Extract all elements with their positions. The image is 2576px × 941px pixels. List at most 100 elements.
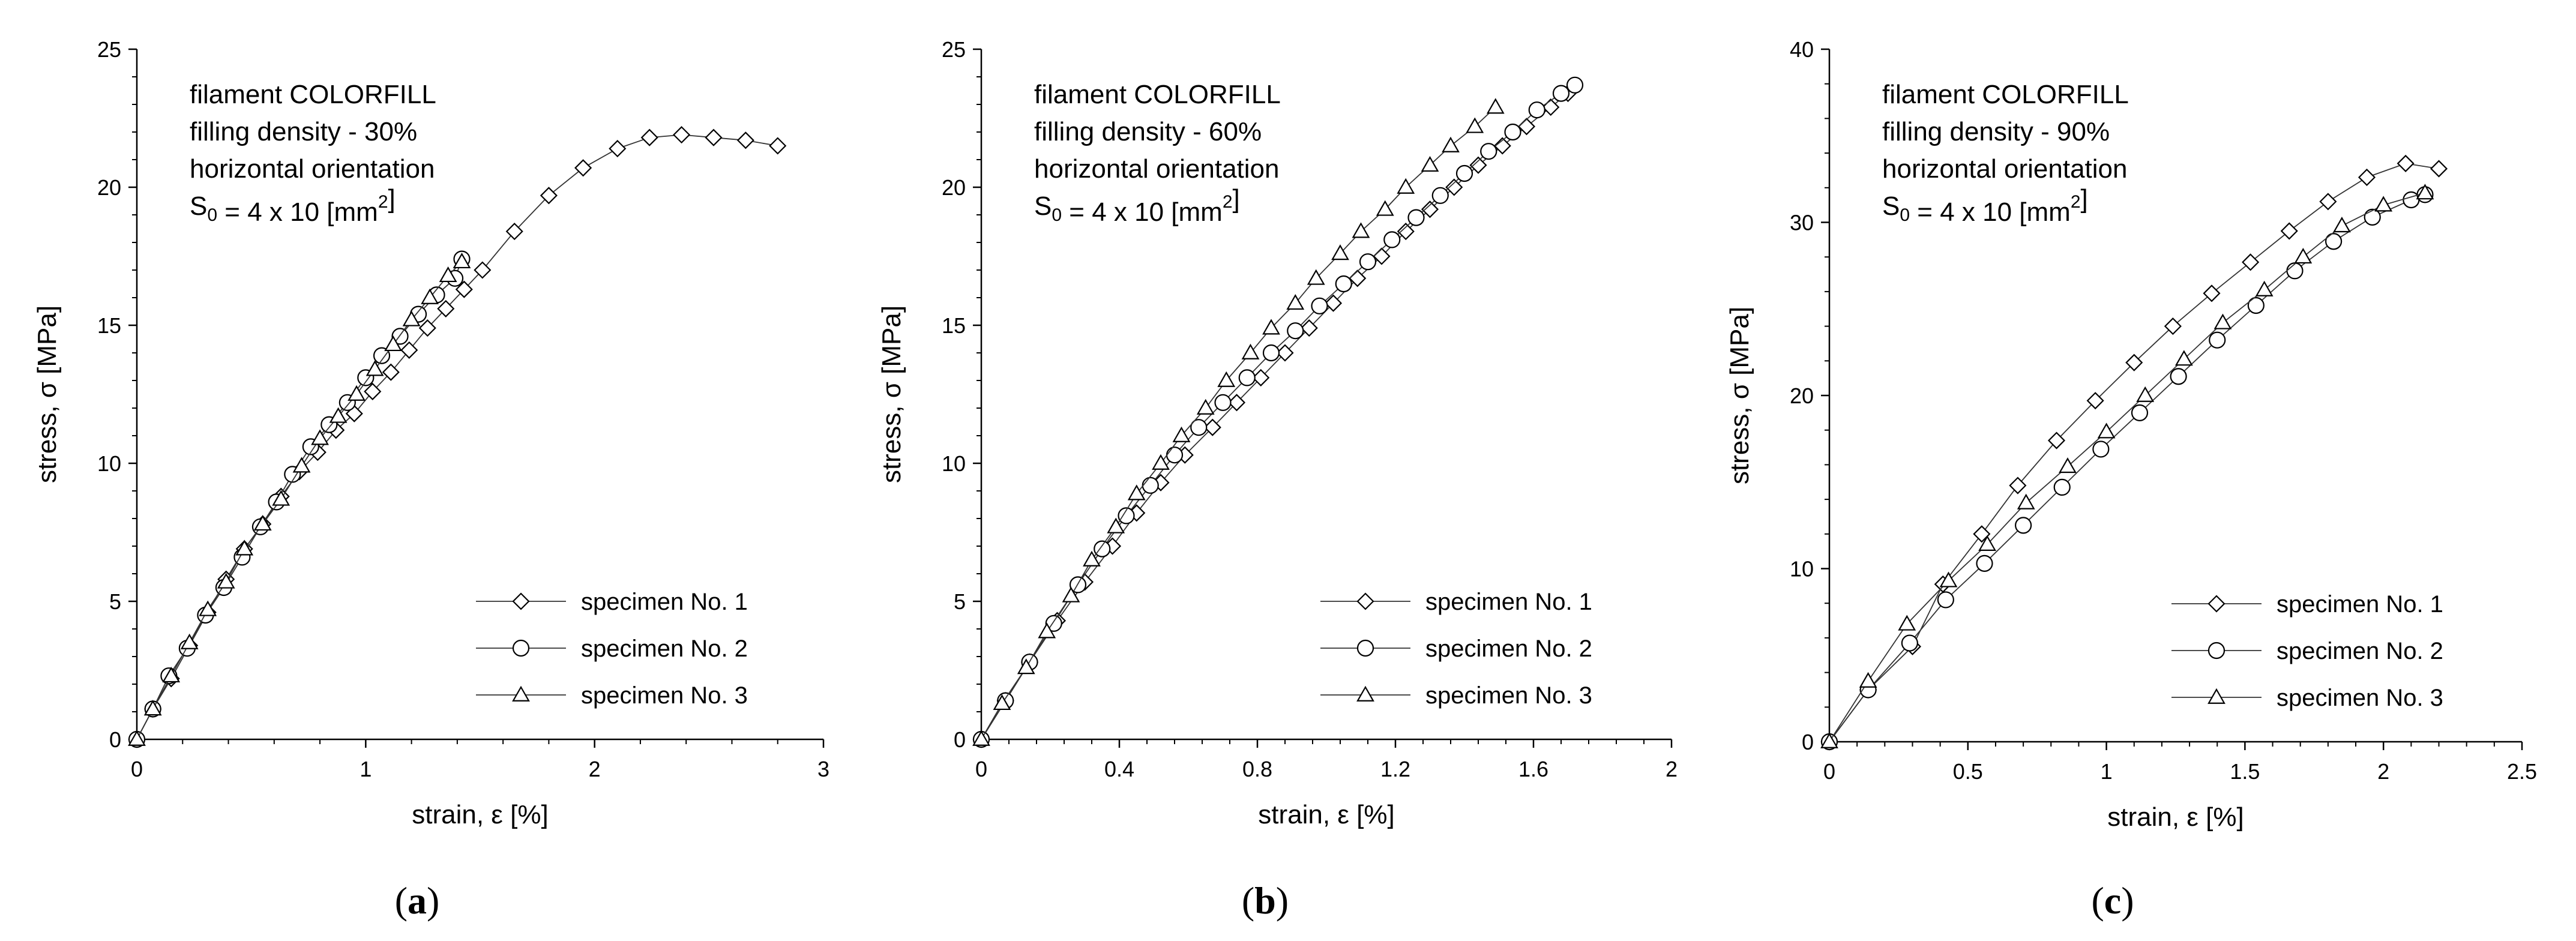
x-tick-label: 0 <box>131 757 143 781</box>
y-tick-label: 20 <box>97 175 121 200</box>
data-point <box>1480 143 1497 160</box>
legend-marker <box>512 592 530 610</box>
data-point <box>673 126 691 144</box>
data-point <box>1166 446 1184 464</box>
x-tick-label: 1 <box>2101 759 2113 784</box>
data-point <box>1262 319 1280 335</box>
data-point <box>1469 156 1487 174</box>
data-point <box>2280 222 2298 240</box>
data-point <box>235 540 254 556</box>
y-tick-label: 0 <box>109 727 121 752</box>
data-point <box>1241 343 1260 359</box>
data-point <box>400 341 418 359</box>
panel-caption: (a) <box>395 879 440 922</box>
data-point <box>1901 634 1918 652</box>
data-point <box>2092 440 2110 458</box>
data-point <box>640 128 658 146</box>
data-point <box>382 363 400 381</box>
data-point <box>609 140 627 158</box>
data-point <box>1331 244 1349 260</box>
info-line: horizontal orientation <box>1034 154 1279 184</box>
data-point <box>769 137 787 155</box>
data-point <box>2247 296 2265 314</box>
x-tick-label: 0.4 <box>1104 757 1134 781</box>
data-point <box>2203 284 2221 302</box>
data-point <box>1062 586 1080 603</box>
data-point <box>2358 168 2376 187</box>
data-point <box>1978 535 1997 551</box>
data-point <box>2164 317 2182 335</box>
caption-paren: ) <box>2121 879 2134 922</box>
data-point <box>1504 123 1521 141</box>
legend-item-2: specimen No. 2 <box>2171 638 2443 664</box>
legend-marker <box>2207 688 2225 704</box>
legend-label: specimen No. 1 <box>581 589 748 615</box>
data-point <box>1820 732 1838 748</box>
data-point <box>1286 293 1305 310</box>
data-point <box>1397 178 1415 194</box>
legend-item-3: specimen No. 3 <box>476 682 748 709</box>
data-point <box>373 347 391 364</box>
data-point <box>2174 350 2193 366</box>
y-axis-label: stress, σ [MPa] <box>1725 307 1754 484</box>
y-tick-label: 15 <box>942 313 966 338</box>
data-point <box>1859 672 1877 688</box>
x-tick-label: 0.5 <box>1953 759 1983 784</box>
data-point <box>1107 517 1125 534</box>
info-part: = 4 x 10 [mm <box>1062 197 1223 227</box>
y-tick-label: 5 <box>954 589 966 614</box>
legend-label: specimen No. 3 <box>1425 682 1592 709</box>
caption-paren: ( <box>1242 879 1254 922</box>
data-point <box>2136 386 2155 402</box>
legend-label: specimen No. 2 <box>581 636 748 662</box>
data-point <box>2017 493 2035 510</box>
legend-item-3: specimen No. 3 <box>2171 685 2443 711</box>
legend-item-1: specimen No. 1 <box>2171 591 2443 618</box>
superscript: 2 <box>1223 192 1233 212</box>
data-point <box>2397 154 2415 172</box>
data-point <box>1397 223 1415 241</box>
info-cross-section: S0 = 4 x 10 [mm2] <box>190 184 396 227</box>
data-point <box>2086 392 2104 410</box>
data-point <box>2333 217 2351 233</box>
data-point <box>2053 478 2071 496</box>
data-point <box>2131 404 2149 421</box>
y-tick-label: 15 <box>97 313 121 338</box>
data-point <box>2255 280 2274 296</box>
y-tick-label: 20 <box>942 175 966 200</box>
x-tick-label: 0 <box>975 757 987 781</box>
data-point <box>1566 76 1584 94</box>
caption-letter: a <box>408 879 427 922</box>
x-axis-label: strain, ε [%] <box>412 800 548 829</box>
series-line <box>136 259 463 740</box>
y-tick-label: 10 <box>1790 557 1814 582</box>
data-point <box>1190 419 1208 436</box>
data-point <box>1466 117 1484 133</box>
data-point <box>2416 184 2434 200</box>
data-point <box>1307 269 1325 285</box>
series-3 <box>128 252 471 746</box>
data-point <box>705 128 723 146</box>
info-cross-section: S0 = 4 x 10 [mm2] <box>1034 184 1240 227</box>
legend-marker <box>2207 642 2225 660</box>
data-point <box>1324 294 1343 312</box>
legend-marker <box>512 639 530 657</box>
data-point <box>366 360 384 376</box>
data-point <box>1359 253 1377 271</box>
info-part: S <box>190 191 207 221</box>
data-point <box>1172 426 1191 442</box>
data-point <box>272 490 290 506</box>
data-point <box>384 335 402 352</box>
caption-letter: b <box>1254 879 1276 922</box>
x-axis-label: strain, ε [%] <box>2107 802 2243 832</box>
legend-item-1: specimen No. 1 <box>1320 589 1592 615</box>
legend-item-3: specimen No. 3 <box>1320 682 1592 709</box>
data-point <box>1311 297 1328 314</box>
data-point <box>453 252 471 269</box>
data-point <box>2125 353 2143 371</box>
info-part: ] <box>2081 184 2088 214</box>
y-tick-label: 10 <box>97 451 121 476</box>
info-cross-section: S0 = 4 x 10 [mm2] <box>1882 184 2088 227</box>
data-point <box>1383 231 1401 248</box>
